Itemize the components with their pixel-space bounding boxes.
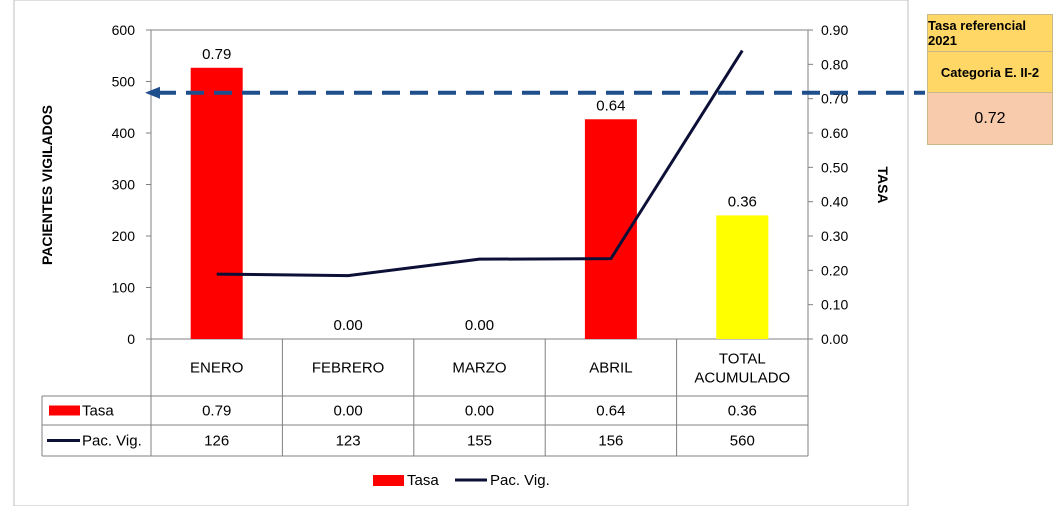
bar-value-label: 0.64 — [596, 97, 625, 114]
y-right-tick-label: 0.80 — [821, 56, 848, 72]
table-cell: 156 — [598, 433, 623, 450]
reference-arrowhead — [145, 86, 160, 99]
category-label: TOTAL — [719, 351, 766, 368]
table-key-tasa — [49, 405, 80, 416]
y-left-tick-label: 500 — [112, 74, 136, 90]
bar-value-label: 0.00 — [333, 317, 362, 334]
table-cell: 155 — [467, 433, 492, 450]
bar-value-label: 0.79 — [202, 46, 231, 63]
table-cell: 0.00 — [465, 403, 494, 420]
category-label: MARZO — [452, 360, 506, 377]
category-label: ABRIL — [589, 360, 632, 377]
table-cell: 126 — [204, 433, 229, 450]
y-left-tick-label: 300 — [112, 177, 136, 193]
bar-value-label: 0.00 — [465, 317, 494, 334]
y-right-tick-label: 0.20 — [821, 262, 848, 278]
category-label: ACUMULADO — [694, 370, 790, 387]
table-cell: 0.00 — [333, 403, 362, 420]
bar-value-label: 0.36 — [728, 193, 757, 210]
y-left-tick-label: 0 — [127, 331, 135, 347]
table-row-header: Tasa — [82, 403, 114, 420]
table-cell: 123 — [336, 433, 361, 450]
bar-enero — [190, 67, 243, 340]
table-cell: 560 — [730, 433, 755, 450]
legend-swatch-tasa — [373, 475, 404, 486]
y-left-tick-label: 600 — [112, 22, 136, 38]
table-row-header: Pac. Vig. — [82, 433, 142, 450]
legend: Tasa Pac. Vig. — [373, 472, 550, 489]
table-cell: 0.64 — [596, 403, 625, 420]
y-right-tick-label: 0.30 — [821, 228, 848, 244]
y-left-tick-label: 200 — [112, 228, 136, 244]
y-right-tick-label: 0.00 — [821, 331, 848, 347]
y-right-tick-label: 0.90 — [821, 22, 848, 38]
y-left-tick-label: 400 — [112, 125, 136, 141]
reference-value: 0.72 — [927, 93, 1053, 145]
category-label: FEBRERO — [312, 360, 385, 377]
y-right-tick-label: 0.60 — [821, 125, 848, 141]
y-right-tick-label: 0.40 — [821, 194, 848, 210]
y-left-axis-title: PACIENTES VIGILADOS — [39, 105, 55, 265]
reference-title: Tasa referencial 2021 — [927, 14, 1053, 52]
table-cell: 0.79 — [202, 403, 231, 420]
table-cell: 0.36 — [728, 403, 757, 420]
y-right-tick-label: 0.50 — [821, 159, 848, 175]
line-pac-vig — [216, 49, 744, 278]
reference-category: Categoria E. II-2 — [927, 52, 1053, 93]
legend-label-pac-vig: Pac. Vig. — [490, 472, 550, 489]
bar-total-acumulado — [716, 215, 769, 339]
y-right-axis-title: TASA — [875, 166, 891, 203]
y-left-tick-label: 100 — [112, 280, 136, 296]
y-right-tick-label: 0.10 — [821, 297, 848, 313]
chart-frame — [13, 0, 909, 506]
category-label: ENERO — [190, 360, 243, 377]
legend-label-tasa: Tasa — [407, 472, 439, 489]
